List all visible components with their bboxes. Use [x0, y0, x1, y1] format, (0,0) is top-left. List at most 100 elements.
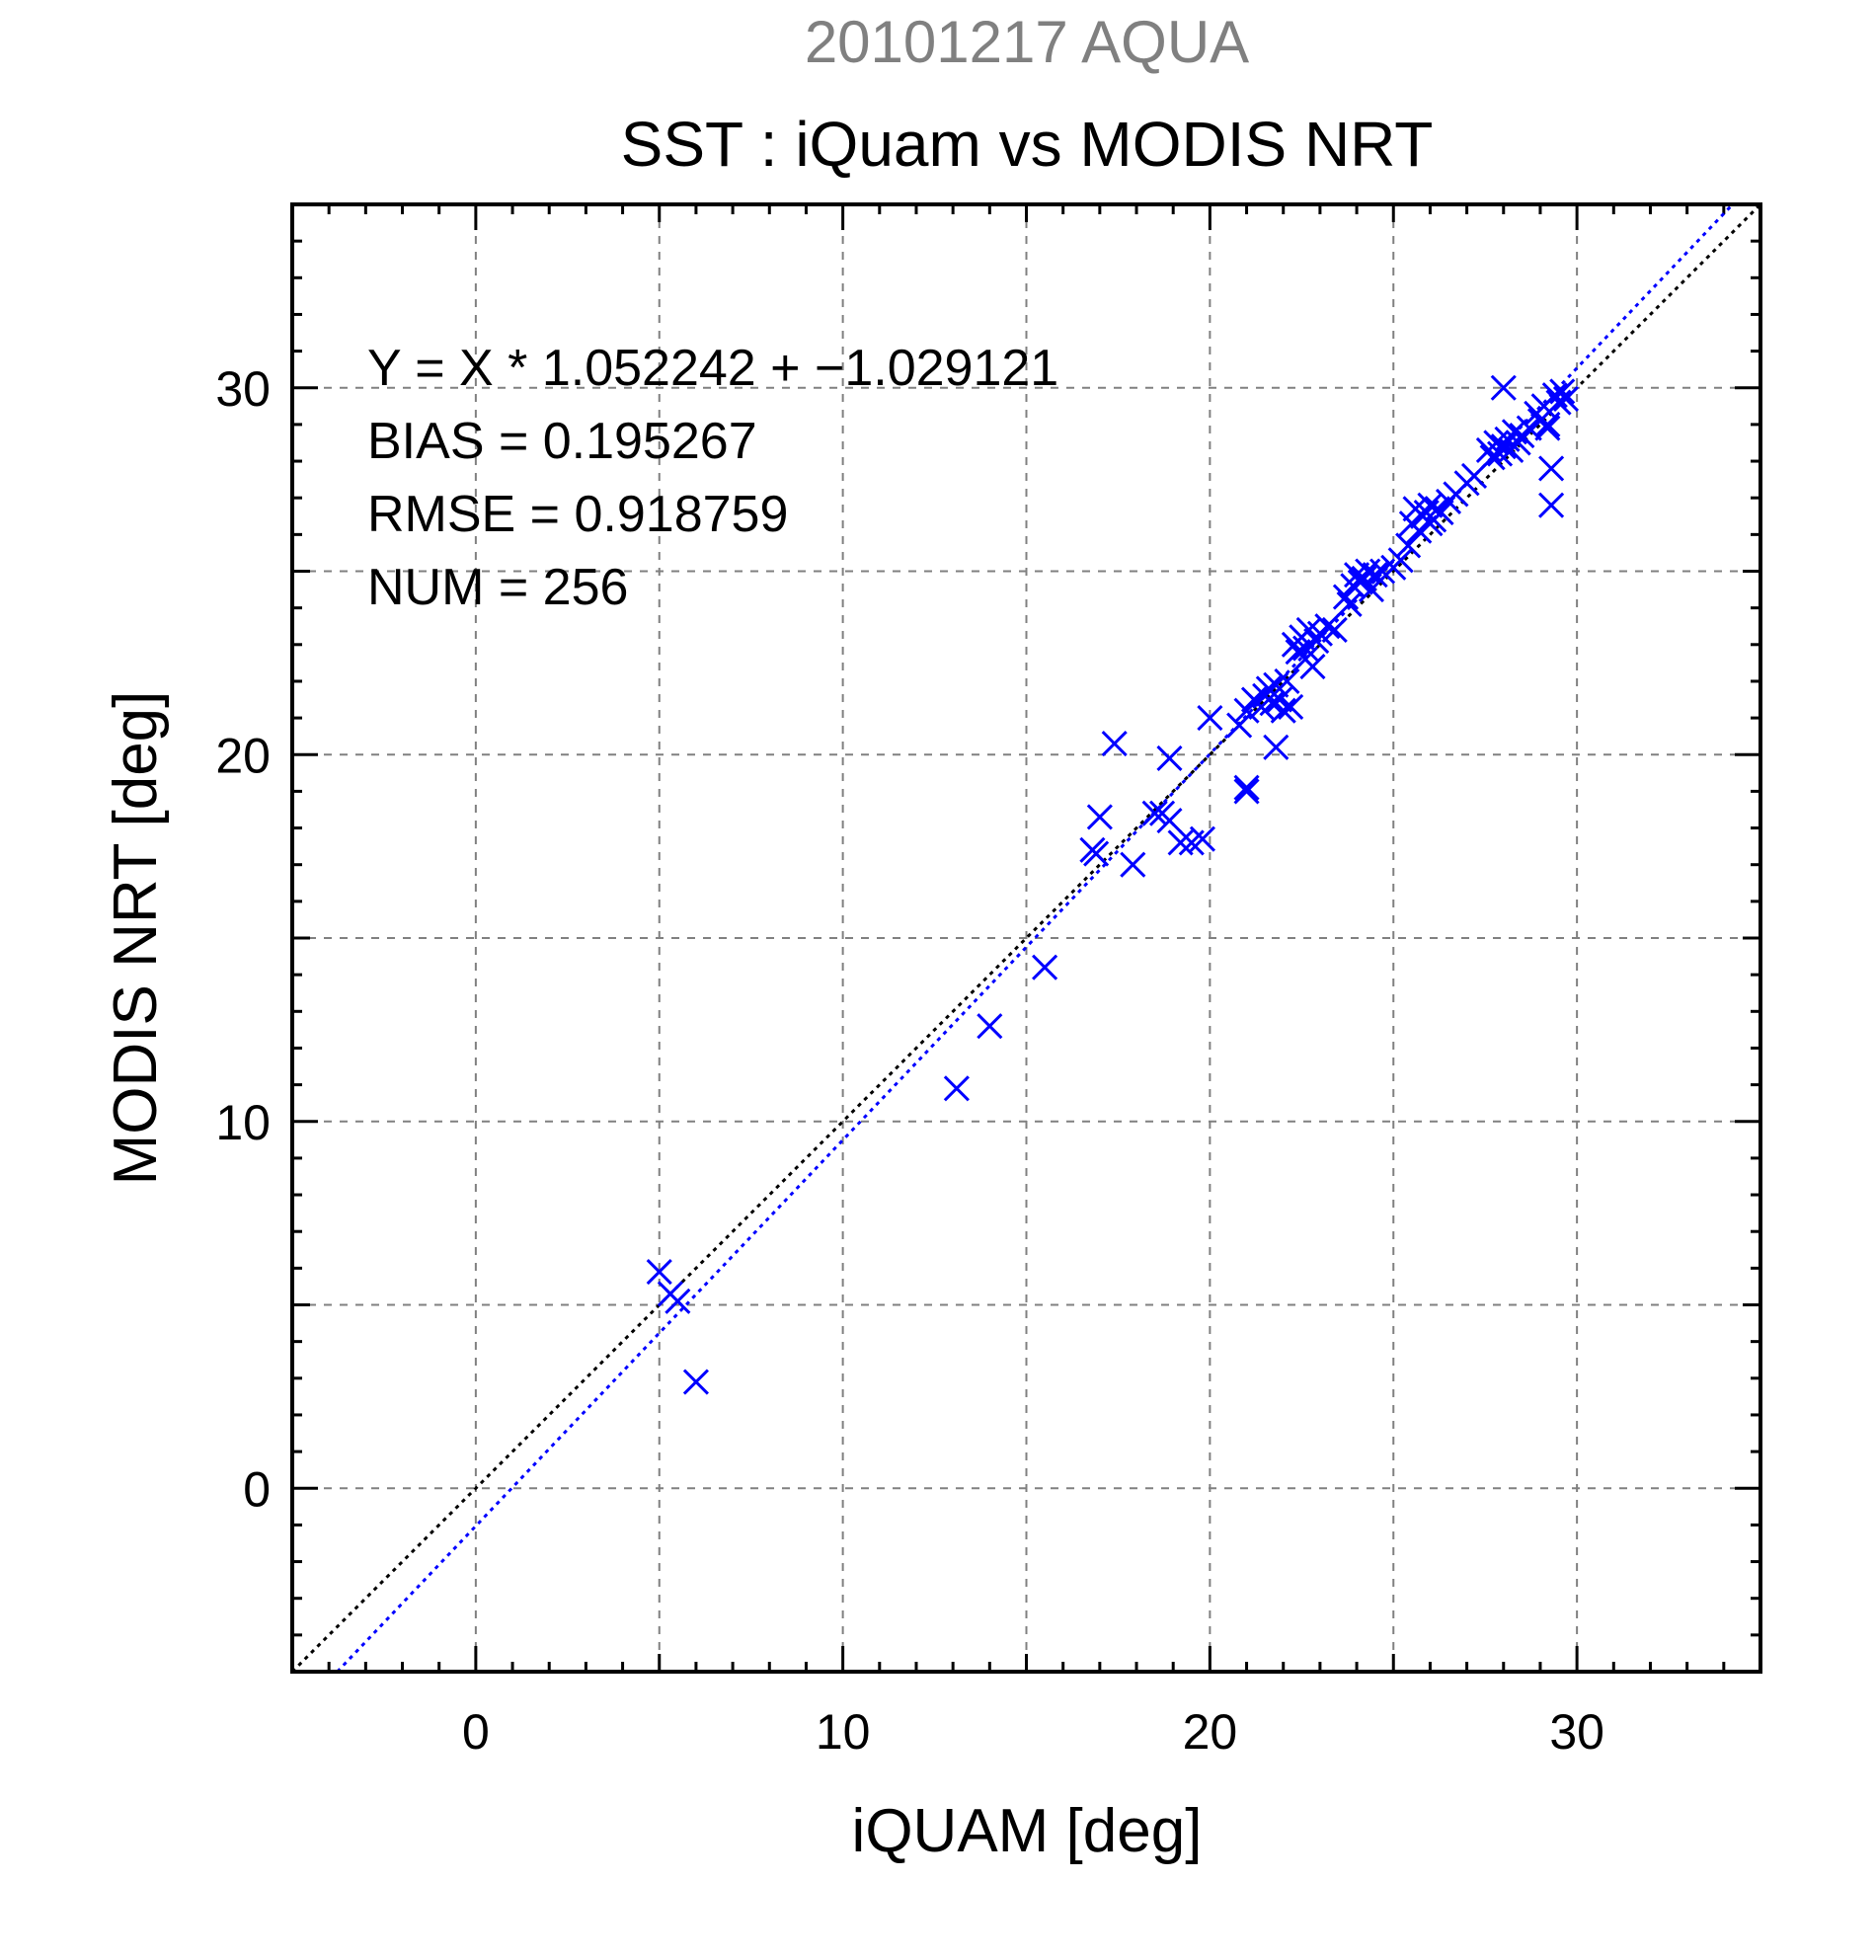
y-tick-label: 0 [243, 1461, 271, 1517]
data-point-stroke [1274, 667, 1300, 695]
data-point-stroke [1541, 382, 1568, 409]
data-point [1278, 693, 1304, 721]
data-point [664, 1288, 691, 1314]
x-tick-label: 30 [1549, 1704, 1604, 1760]
data-point-stroke [1197, 705, 1223, 732]
data-point [1406, 517, 1433, 544]
data-point-stroke [1417, 492, 1444, 518]
data-point [1549, 378, 1576, 405]
data-point [1120, 851, 1146, 878]
data-point-stroke [1505, 430, 1531, 456]
data-point-stroke [1299, 654, 1326, 680]
data-point-stroke [1266, 686, 1293, 713]
data-point-stroke [1490, 374, 1517, 401]
data-point [943, 1075, 970, 1102]
data-point-stroke [1534, 415, 1561, 441]
data-point [682, 1369, 709, 1395]
x-tick-label: 20 [1183, 1704, 1238, 1760]
data-point [1156, 808, 1183, 834]
data-point [1263, 734, 1290, 760]
data-point [1083, 840, 1110, 867]
data-point-stroke [664, 1288, 691, 1314]
data-point-stroke [1321, 616, 1348, 644]
data-point [1358, 577, 1385, 603]
data-point [1233, 697, 1260, 724]
data-point [1395, 532, 1422, 559]
data-point-stroke [1303, 628, 1330, 655]
data-point-stroke [1263, 734, 1290, 760]
x-axis-label: iQUAM [deg] [852, 1797, 1203, 1865]
data-point-stroke [1167, 829, 1194, 856]
data-point [1428, 499, 1454, 526]
grid [292, 204, 1760, 1672]
data-point-stroke [1233, 697, 1260, 724]
data-point-stroke [1395, 532, 1422, 559]
data-point [1314, 613, 1341, 640]
data-point [1233, 774, 1260, 801]
data-point [1197, 705, 1223, 732]
data-point-stroke [1083, 840, 1110, 867]
data-point [646, 1259, 672, 1286]
y-tick-label: 10 [215, 1095, 271, 1150]
data-point [1299, 654, 1326, 680]
data-point-stroke [1086, 804, 1113, 830]
data-point-stroke [977, 1013, 1003, 1040]
data-point-stroke [1101, 731, 1128, 757]
data-point [1226, 712, 1253, 739]
data-point [1032, 954, 1058, 980]
data-point-stroke [1538, 455, 1565, 482]
data-point-stroke [1156, 808, 1183, 834]
data-point [1538, 455, 1565, 482]
data-point-stroke [1552, 385, 1580, 412]
data-point [1534, 411, 1561, 437]
data-point [1141, 800, 1168, 826]
data-point-stroke [1295, 616, 1322, 644]
data-point-stroke [1314, 613, 1341, 640]
data-point [1505, 430, 1531, 456]
data-point-stroke [1362, 562, 1388, 588]
plot-frame [290, 202, 1762, 1674]
data-point [1362, 562, 1388, 588]
data-point-stroke [1189, 825, 1216, 852]
data-point-stroke [1387, 547, 1414, 574]
data-point [1086, 804, 1113, 830]
data-point-stroke [1358, 577, 1385, 603]
stats-annotation: Y = X * 1.052242 + −1.029121 BIAS = 0.19… [367, 340, 1058, 616]
tick-labels: 0 10 20 30 0 10 20 30 [215, 361, 1604, 1760]
rmse-stat: RMSE = 0.918759 [367, 486, 788, 543]
data-point-stroke [1032, 954, 1058, 980]
data-point-stroke [682, 1369, 709, 1395]
data-point-stroke [646, 1259, 672, 1286]
data-point-stroke [943, 1075, 970, 1102]
x-tick-label: 10 [816, 1704, 871, 1760]
data-point [1552, 385, 1580, 412]
data-point-stroke [1141, 800, 1168, 826]
data-point [1101, 731, 1128, 757]
data-point [1387, 547, 1414, 574]
data-point [1303, 628, 1330, 655]
data-point [1321, 616, 1348, 644]
data-point-stroke [1501, 419, 1527, 445]
data-point [1274, 667, 1300, 695]
chart-title: SST : iQuam vs MODIS NRT [621, 109, 1434, 180]
data-point-stroke [1156, 745, 1183, 772]
num-stat: NUM = 256 [367, 559, 628, 616]
data-point [1490, 433, 1517, 460]
data-point-stroke [1428, 499, 1454, 526]
data-point [1534, 415, 1561, 441]
y-axis-label: MODIS NRT [deg] [102, 691, 170, 1186]
data-point-stroke [1270, 697, 1296, 724]
data-point-stroke [1490, 433, 1517, 460]
data-point [1167, 829, 1194, 856]
data-point-stroke [1120, 851, 1146, 878]
bias-stat: BIAS = 0.195267 [367, 413, 757, 470]
data-point-stroke [1534, 411, 1561, 437]
y-tick-label: 20 [215, 728, 271, 783]
data-points [646, 374, 1580, 1395]
data-point-stroke [1226, 712, 1253, 739]
fit-equation: Y = X * 1.052242 + −1.029121 [367, 340, 1058, 397]
data-point-stroke [1406, 517, 1433, 544]
data-point-stroke [1336, 590, 1363, 617]
